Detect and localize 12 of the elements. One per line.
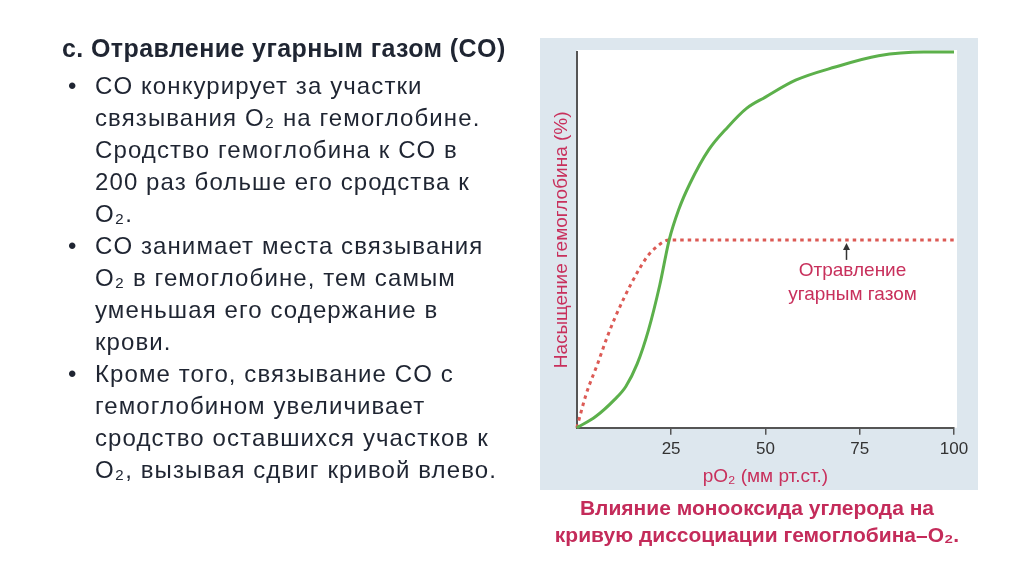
x-tick-label: 100	[939, 438, 969, 458]
text: • CO занимает места связывания O₂ в гемоглобине, тем самым уменьшая его содержание в крови.	[68, 231, 484, 355]
x-tick-label: 50	[755, 438, 775, 458]
x-tick-label: 75	[850, 438, 870, 458]
annotation: Отравление угарным газом	[788, 259, 917, 305]
text: • CO конкурирует за участки связывания O₂ на гемоглобине. Сродство гемоглобина к CO в 200 раз больше его сродства к O₂.	[68, 71, 481, 227]
x-tick-label: 25	[661, 438, 681, 458]
text: c. Отравление угарным газом (CO)	[62, 33, 507, 64]
text: Влияние монооксида углерода на кривую диссоциации гемоглобина–O₂.	[553, 495, 961, 548]
x-axis-title: pO₂ (мм рт.ст.)	[702, 464, 829, 486]
text: • Кроме того, связывание CO с гемоглобином увеличивает сродство оставшихся участков к O₂, вызывая сдвиг кривой влево.	[68, 359, 497, 483]
y-axis-title: Насыщение гемоглобина (%)	[549, 111, 571, 369]
